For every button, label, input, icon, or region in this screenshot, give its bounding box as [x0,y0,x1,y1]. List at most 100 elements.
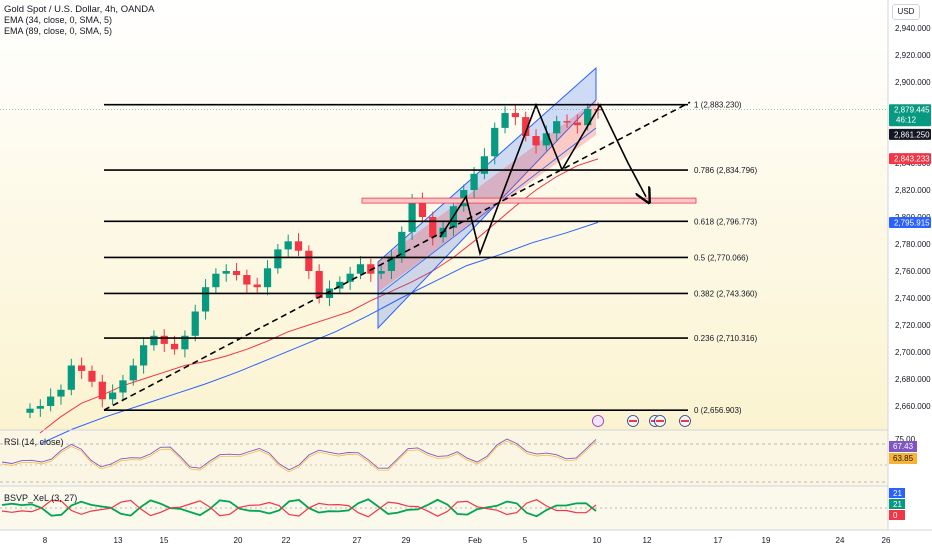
bull-candle [201,287,210,312]
time-tick-label: 27 [353,536,362,545]
rsi-label[interactable]: RSI (14, close) [4,437,64,447]
bull-candle [584,109,592,126]
fib-level-label: 0.618 (2,796.773) [694,217,757,226]
bsvp-sell-line [1,499,597,518]
bull-candle [181,335,189,350]
bull-candle [212,273,220,288]
bull-candle [553,121,561,134]
bull-candle [109,392,117,400]
bull-candle [139,345,148,366]
bear-candle [305,250,313,271]
rsi-value-text: 67.43 [893,442,914,451]
bear-candle [98,381,106,400]
flag-stripe-icon [681,420,689,422]
time-tick-label: 24 [836,536,845,545]
bull-candle [284,241,292,250]
bear-candle [160,335,168,344]
red-level-tag [889,153,931,165]
projection-path [439,102,646,257]
bear-candle [78,365,86,371]
rsi-line [1,438,597,471]
time-tick-label: 19 [762,536,771,545]
price-tick-label: 2,940.000 [895,24,931,33]
price-tick-label: 2,780.000 [895,240,931,249]
bull-candle [336,281,344,289]
time-tick-label: 26 [882,536,891,545]
rsi-axis-label: 75.00 [895,435,916,444]
bear-candle [563,121,571,123]
time-tick-label: 17 [714,536,723,545]
bull-candle [470,173,478,190]
ema34-price-tag-text: 2,861.250 [894,130,930,139]
bull-candle [356,264,365,274]
countdown-text: 46:12 [896,116,917,125]
time-tick-label: 13 [114,536,123,545]
bull-candle [501,113,509,128]
red-level-tag-text: 2,843.233 [894,155,930,164]
fib-level-label: 0.786 (2,834.796) [694,166,757,175]
bull-candle [222,271,230,274]
bull-candle [119,380,127,393]
bull-candle [57,389,65,397]
bear-candle [243,275,251,285]
currency-button[interactable]: USD [892,4,920,20]
time-tick-label: 5 [523,536,528,545]
bear-candle [573,122,581,126]
bear-candle [294,241,303,251]
bear-candle [367,264,375,274]
bsvp-label[interactable]: BSVP_XeL (3, 27) [4,493,78,503]
time-tick-label: Feb [468,536,482,545]
bull-candle [129,365,137,381]
ema89-price-tag-text: 2,795.915 [894,219,930,228]
price-tick-label: 2,900.000 [895,78,931,87]
price-tick-label: 2,680.000 [895,375,931,384]
ema34-price-tag [889,128,931,140]
bull-candle [491,127,499,157]
price-tick-label: 2,720.000 [895,321,931,330]
bull-candle [191,311,199,336]
bull-candle [274,249,282,269]
bull-candle [67,365,75,390]
bear-candle [232,271,241,276]
fib-level-label: 0.236 (2,710.316) [694,334,757,343]
rsi-ma-text: 63.85 [893,454,914,463]
bull-candle [47,396,55,406]
bull-candle [542,133,550,146]
flag-stripe-icon [629,420,637,422]
symbol-title[interactable]: Gold Spot / U.S. Dollar, 4h, OANDA [4,4,155,15]
bear-candle [88,370,96,382]
bsvp-value-text: 21 [893,500,902,509]
bear-candle [170,343,179,350]
time-tick-label: 20 [234,536,243,545]
price-tick-label: 2,760.000 [895,267,931,276]
dividend-event-icon [592,415,604,427]
bull-candle [377,271,385,274]
resistance-zone [361,197,697,204]
flag-stripe-icon [656,420,664,422]
fib-level-label: 1 (2,883.230) [694,101,742,110]
trendline-dashed [103,101,691,411]
bull-candle [408,200,416,232]
price-tick-label: 2,660.000 [895,402,931,411]
time-tick-label: 15 [160,536,169,545]
bear-candle [429,217,437,238]
bsvp-value-tag [889,499,905,509]
bsvp-buy-line [1,498,597,518]
ema34-legend[interactable]: EMA (34, close, 0, SMA, 5) [4,15,113,25]
bull-candle [480,156,489,174]
rsi-ma-tag [889,453,917,464]
fib-level-label: 0.382 (2,743.360) [694,289,757,298]
bull-candle [263,268,272,288]
rsi-ma-line [1,440,597,473]
ema89-legend[interactable]: EMA (89, close, 0, SMA, 5) [4,26,113,36]
rsi-value-tag [889,441,917,452]
price-tick-label: 2,700.000 [895,348,931,357]
fib-level-label: 0.5 (2,770.066) [694,253,749,262]
bull-candle [387,257,396,271]
current-price-tag-text: 2,879.445 [894,106,930,115]
channel-mid-line [377,127,597,296]
bull-candle [398,231,406,258]
bear-candle [418,200,427,217]
bear-candle [522,117,530,136]
